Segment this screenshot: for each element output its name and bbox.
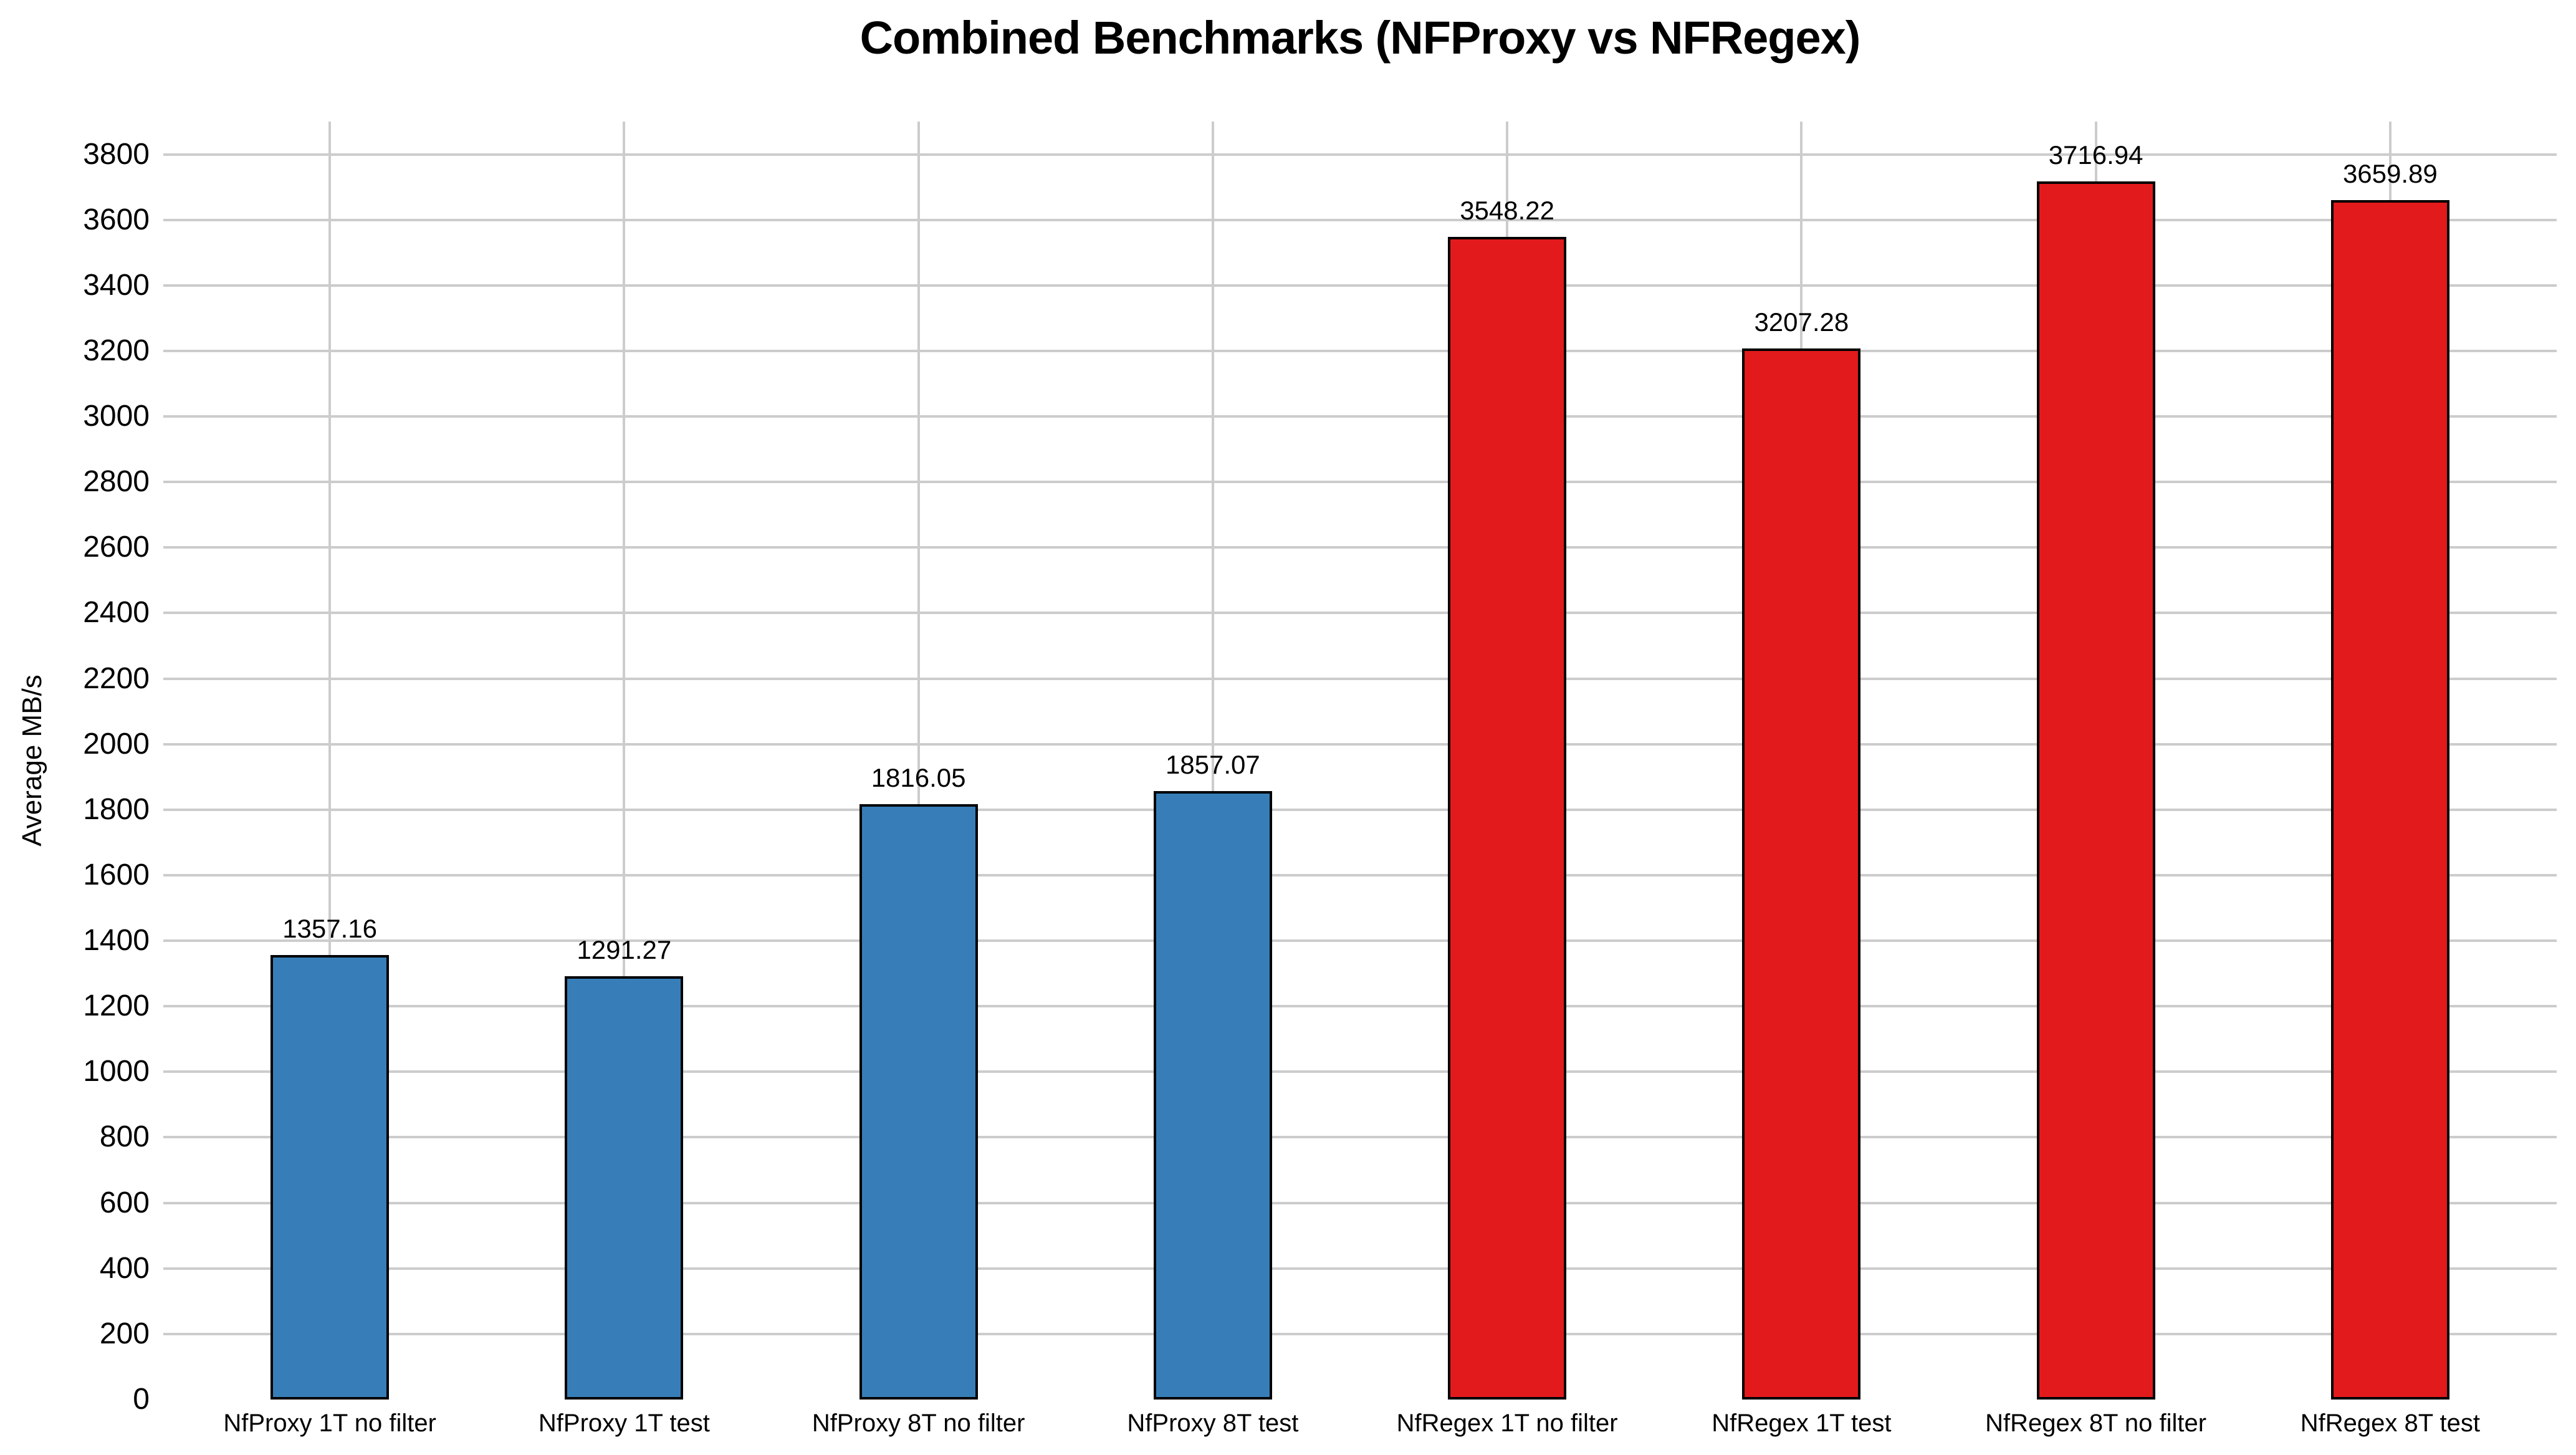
bar	[565, 976, 684, 1400]
bar-value-label: 3207.28	[1754, 307, 1849, 337]
y-tick-label: 3600	[83, 203, 150, 236]
bar	[1742, 348, 1861, 1400]
x-tick-label: NfRegex 8T no filter	[1985, 1409, 2207, 1437]
y-gridline	[163, 1201, 2557, 1204]
x-tick-label: NfProxy 8T no filter	[812, 1409, 1025, 1437]
y-gridline	[163, 546, 2557, 549]
y-gridline	[163, 742, 2557, 746]
x-gridline	[623, 122, 626, 1400]
y-gridline	[163, 1005, 2557, 1008]
plot-area: 1357.16 1291.27 1816.05 1857.07 3548.22 3207.…	[163, 122, 2557, 1400]
y-tick-label: 2800	[83, 465, 150, 499]
x-gridline	[328, 122, 332, 1400]
y-gridline	[163, 218, 2557, 221]
x-tick-label: NfProxy 8T test	[1127, 1409, 1299, 1437]
y-tick-label: 1600	[83, 858, 150, 891]
y-tick-label: 800	[99, 1120, 150, 1154]
y-tick-label: 2000	[83, 727, 150, 761]
y-gridline	[163, 153, 2557, 156]
bar	[2330, 200, 2449, 1400]
bar-value-label: 3548.22	[1460, 195, 1555, 225]
bar-value-label: 3716.94	[2048, 140, 2143, 170]
y-gridline	[163, 1267, 2557, 1270]
x-gridline	[1211, 122, 1214, 1400]
y-tick-label: 2400	[83, 596, 150, 630]
y-tick-label: 3800	[83, 137, 150, 171]
x-tick-label: NfRegex 1T test	[1712, 1409, 1892, 1437]
y-gridline	[163, 1136, 2557, 1139]
y-tick-label: 3000	[83, 400, 150, 433]
bar-value-label: 1291.27	[577, 935, 672, 965]
x-tick-label: NfRegex 1T no filter	[1396, 1409, 1618, 1437]
chart-title: Combined Benchmarks (NFProxy vs NFRegex)	[859, 12, 1861, 64]
y-tick-label: 2600	[83, 531, 150, 564]
x-tick-label: NfProxy 1T no filter	[223, 1409, 436, 1437]
y-tick-label: 0	[133, 1383, 150, 1416]
y-tick-label: 400	[99, 1251, 150, 1285]
bar-value-label: 1357.16	[282, 913, 378, 943]
y-gridline	[163, 677, 2557, 680]
y-tick-label: 1800	[83, 792, 150, 826]
bar	[1153, 790, 1272, 1400]
y-gridline	[163, 349, 2557, 352]
y-tick-label: 3400	[83, 268, 150, 302]
bar	[1448, 236, 1567, 1400]
y-tick-label: 1000	[83, 1055, 150, 1088]
y-gridline	[163, 284, 2557, 287]
bar-value-label: 1816.05	[871, 763, 966, 793]
y-gridline	[163, 481, 2557, 484]
y-gridline	[163, 873, 2557, 876]
y-gridline	[163, 612, 2557, 615]
y-gridline	[163, 939, 2557, 943]
y-tick-label: 600	[99, 1186, 150, 1219]
y-tick-label: 1400	[83, 924, 150, 958]
x-tick-label: NfProxy 1T test	[538, 1409, 710, 1437]
y-tick-label: 200	[99, 1317, 150, 1350]
y-tick-label: 1200	[83, 989, 150, 1023]
bar	[2036, 181, 2155, 1400]
y-gridline	[163, 415, 2557, 418]
y-tick-label: 2200	[83, 661, 150, 695]
bar	[271, 954, 390, 1400]
bar	[859, 804, 978, 1400]
y-gridline	[163, 1070, 2557, 1073]
bar-value-label: 1857.07	[1165, 749, 1260, 779]
bar-value-label: 3659.89	[2342, 159, 2438, 189]
y-tick-label: 3200	[83, 334, 150, 367]
y-gridline	[163, 1332, 2557, 1335]
x-tick-label: NfRegex 8T test	[2300, 1409, 2481, 1437]
y-gridline	[163, 808, 2557, 811]
x-gridline	[917, 122, 920, 1400]
